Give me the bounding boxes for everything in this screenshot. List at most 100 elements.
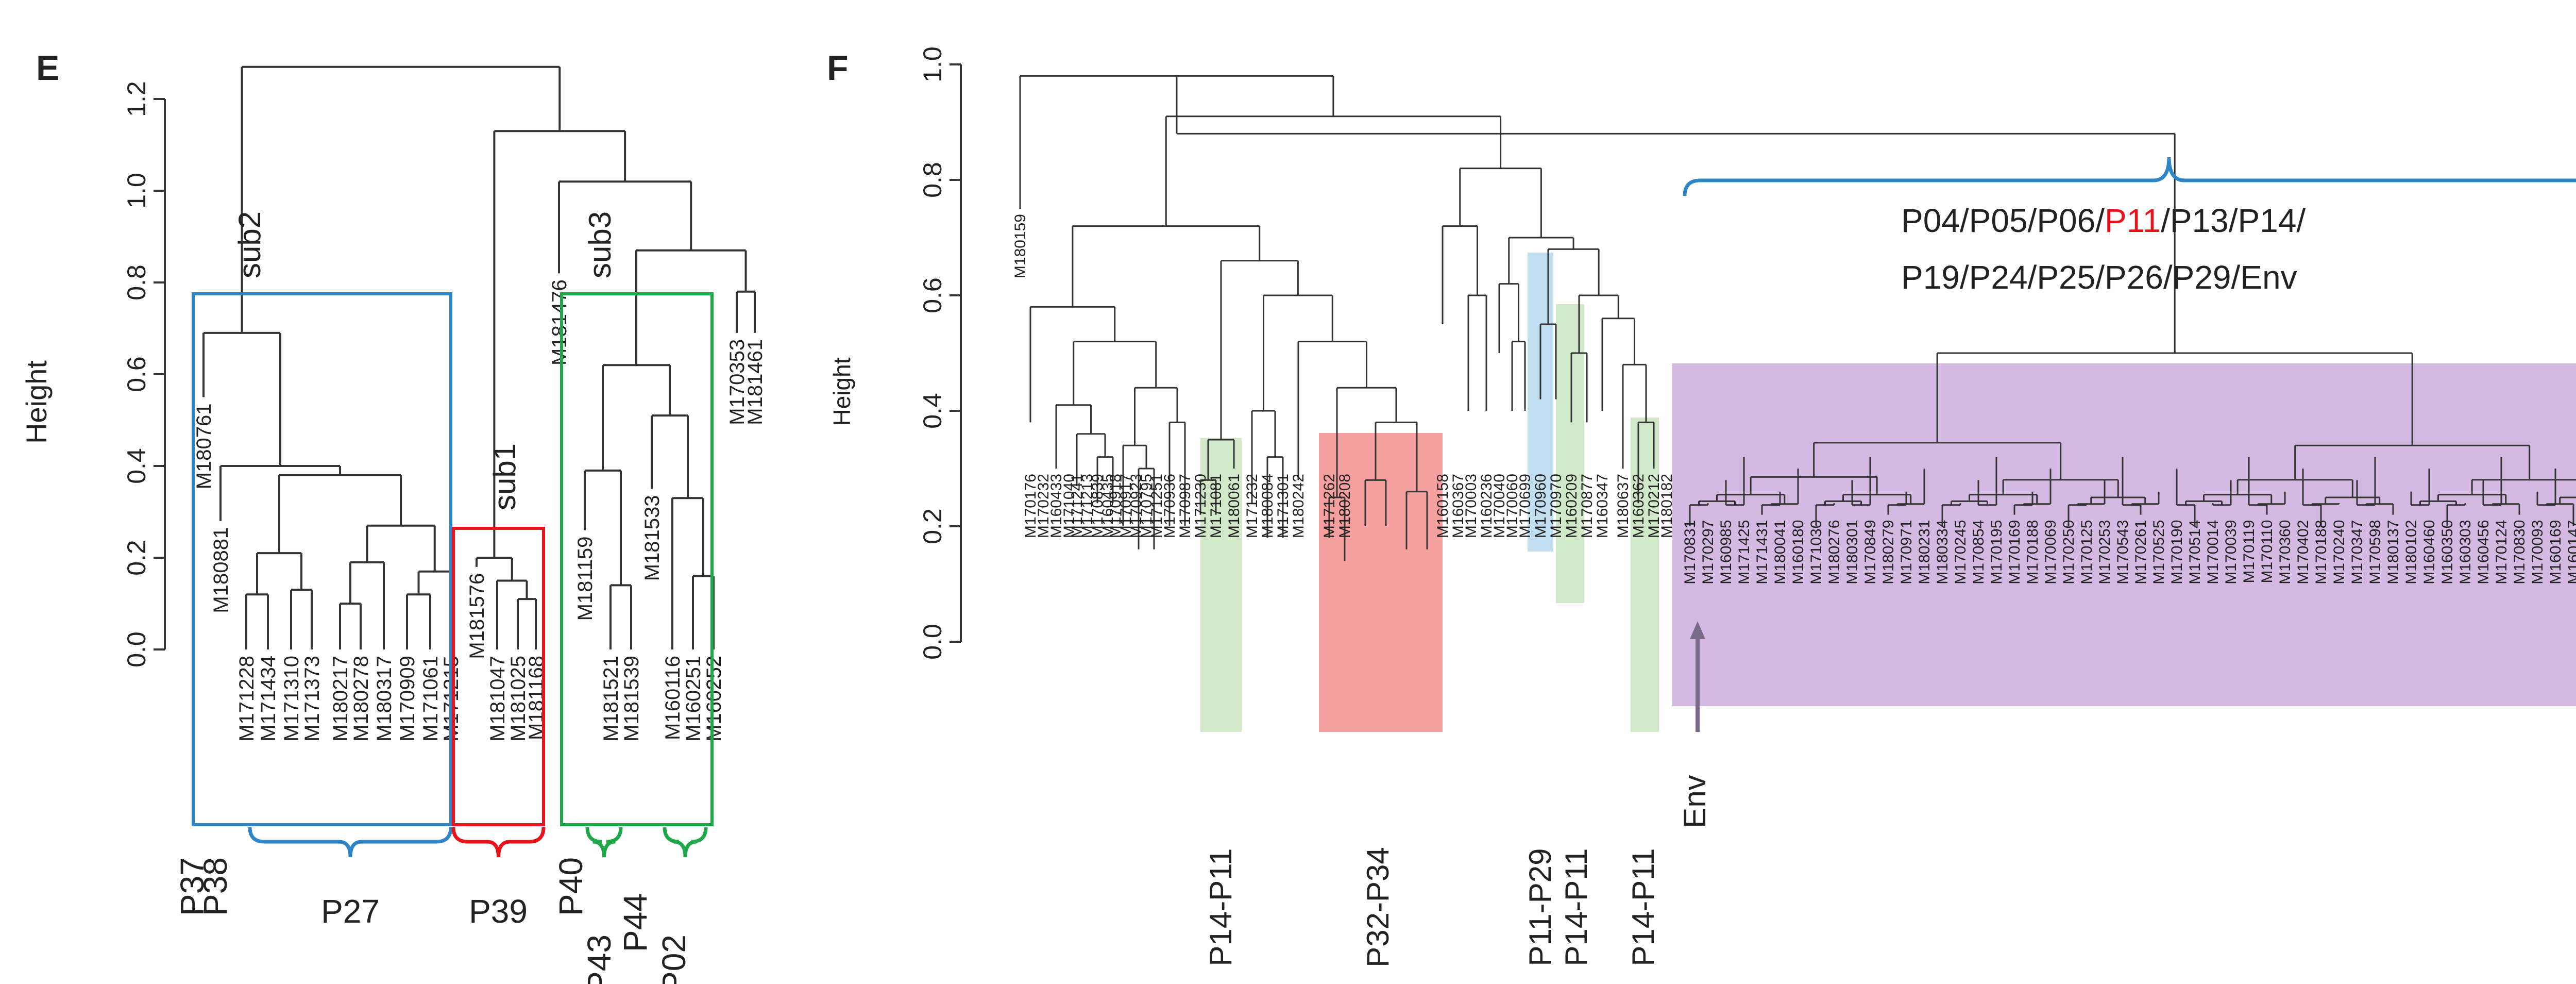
panel-f-leaf-label: M180208 <box>1336 474 1353 538</box>
panel-f-env-band <box>1672 363 2576 706</box>
panel-f-band-label-2: P11-P29 <box>1523 848 1557 966</box>
panel-e-leaf-label: M180761 <box>193 404 215 490</box>
panel-f-band-label-3: P14-P11 <box>1559 848 1594 966</box>
group-text-part-b: /P13/P14/ <box>2161 202 2306 239</box>
panel-e-subgroup-boxes: sub2 sub1 sub3 <box>192 211 714 826</box>
panel-f-env-leaf-label: M180041 <box>1772 520 1789 585</box>
panel-e-y-tick-label-6: 1.2 <box>122 81 151 117</box>
panel-f-leaf-label: M170176 <box>1022 474 1039 538</box>
panel-f-leaf-label: M170060 <box>1504 474 1521 538</box>
panel-f-env-leaf-label: M170830 <box>2511 520 2528 585</box>
panel-f-env-leaf-label: M170039 <box>2223 520 2240 585</box>
panel-f-band-label-4: P14-P11 <box>1626 848 1660 966</box>
panel-f-env-leaf-label: M160169 <box>2547 520 2564 585</box>
panel-f-leaf-label: M160435 <box>1099 474 1116 538</box>
panel-f-letter: F <box>827 48 849 88</box>
panel-e-box-label-sub1: sub1 <box>487 443 522 510</box>
panel-e-brace-p43 <box>585 827 623 858</box>
panel-f-env-label: Env <box>1677 775 1712 828</box>
panel-f-env-leaf-label: M170190 <box>2168 520 2185 585</box>
panel-e-box-sub3 <box>560 292 714 826</box>
panel-f-leaf-label: M171040 <box>1061 474 1078 538</box>
panel-e-brace-p02 <box>663 827 708 858</box>
panel-f-env-leaf-label: M170169 <box>2006 520 2023 585</box>
panel-e-leaf-label: M171061 <box>419 656 442 742</box>
panel-f-group-brace <box>1683 157 2576 196</box>
panel-f-leaf-label: M171230 <box>1192 474 1209 538</box>
panel-e-letter: E <box>36 48 59 88</box>
panel-f-highlight-bands <box>1200 253 2576 732</box>
panel-f-env-leaf-label: M170014 <box>2205 520 2222 585</box>
panel-e-bracket-label-p40: P40 <box>552 857 589 916</box>
panel-f-leaf-label: M160347 <box>1594 474 1611 538</box>
panel-e-leaf-label: M170353 <box>726 339 749 425</box>
panel-f-y-axis: 0.0 0.2 0.4 0.6 0.8 1.0 Height <box>828 46 962 660</box>
panel-f-env-leaf-label: M170195 <box>1988 520 2005 585</box>
panel-f-leaf-label: M170987 <box>1177 474 1194 538</box>
panel-e-leaf-label: M160251 <box>682 656 705 742</box>
panel-e-leaf-label: M171373 <box>301 656 324 742</box>
panel-f-env-leaf-label: M170971 <box>1898 520 1915 585</box>
panel-f-y-tick-label-0: 0.0 <box>918 624 947 660</box>
panel-e-bracket-label-p02: P02 <box>655 935 692 984</box>
panel-f-env-leaf-label: M170347 <box>2349 520 2366 585</box>
panel-e-leaf-label: M181461 <box>744 339 767 425</box>
panel-f-env-leaf-label: M170525 <box>2150 520 2167 585</box>
panel-f-env-leaf-label: M170360 <box>2277 520 2294 585</box>
panel-f-env-leaf-label: M170240 <box>2331 520 2348 585</box>
panel-e-box-label-sub3: sub3 <box>583 211 617 278</box>
panel-f-env-leaf-label: M160456 <box>2475 520 2492 585</box>
panel-f-env-leaf-label: M170831 <box>1682 520 1699 585</box>
panel-f-env-leaf-label: M170598 <box>2367 520 2384 585</box>
panel-f-env-leaf-label: M170261 <box>2132 520 2149 585</box>
group-text-highlight: P11 <box>2105 202 2161 239</box>
panel-e-bracket-label-p27: P27 <box>321 893 380 930</box>
panel-e-leaf-label: M171310 <box>280 656 303 742</box>
panel-f-env-leaf-label: M180279 <box>1880 520 1897 585</box>
panel-e-leaf-label: M160252 <box>703 656 725 742</box>
panel-f-env-arrow-head <box>1690 621 1705 639</box>
panel-f-env-leaf-label: M160180 <box>1790 520 1807 585</box>
panel-f-y-axis-title: Height <box>828 357 855 426</box>
panel-e-leaf-label: M181521 <box>600 656 622 742</box>
panel-f-env-leaf-label: M160350 <box>2439 520 2456 585</box>
panel-e-bracket-label-p38: P38 <box>197 857 234 916</box>
panel-e-y-tick-label-0: 0.0 <box>122 631 151 668</box>
panel-e-brace-p39 <box>451 827 546 858</box>
panel-f-leaf-label: M160367 <box>1450 474 1467 538</box>
panel-e-box-sub2 <box>192 292 452 826</box>
panel-f-env-leaf-label: M171030 <box>1808 520 1825 585</box>
panel-f-band-label-0: P14-P11 <box>1204 848 1238 966</box>
panel-f-leaf-labels: M180159M170176M170232M160433M171040M1712… <box>1012 214 2576 585</box>
panel-f-leaf-label: M171251 <box>1148 474 1165 538</box>
panel-e-leaf-label: M171228 <box>235 656 258 742</box>
panel-e-tree <box>202 65 756 649</box>
panel-f-band-4 <box>1631 418 1659 732</box>
panel-f-leaf-label: M170918 <box>1107 474 1124 538</box>
panel-f-env-leaf-label: M170110 <box>2259 520 2276 583</box>
panel-e-bracket-label-p39: P39 <box>469 893 528 930</box>
panel-f-group-annotation: P04/P05/P06/P11/P13/P14/ P19/P24/P25/P26… <box>1683 157 2576 296</box>
panel-f-leaf-label: M170970 <box>1548 474 1565 538</box>
panel-f-env-leaf-label: M170069 <box>2042 520 2059 585</box>
panel-f-env-leaf-label: M170253 <box>2096 520 2113 585</box>
panel-e-leaf-label: M181047 <box>486 656 509 742</box>
panel-e-bracket-label-p43: P43 <box>581 935 618 984</box>
panel-f-env-leaf-label: M170543 <box>2114 520 2131 585</box>
panel-e-y-axis: 0.0 0.2 0.4 0.6 0.8 1.0 1.2 Height <box>20 81 166 668</box>
panel-e-y-tick-label-3: 0.6 <box>122 356 151 392</box>
panel-f-leaf-label: M170699 <box>1517 474 1534 538</box>
panel-f-env-leaf-label: M170119 <box>2241 520 2258 583</box>
panel-f-y-tick-label-3: 0.6 <box>918 277 947 313</box>
panel-e-leaf-label: M180881 <box>210 527 232 613</box>
panel-f-band-3 <box>1556 304 1584 603</box>
panel-e-leaf-label: M170909 <box>396 656 419 742</box>
panel-f-band-0 <box>1200 438 1242 732</box>
panel-e-brace-p27 <box>248 827 453 858</box>
panel-f-leaf-label: M160158 <box>1434 474 1451 538</box>
panel-f-env-leaf-label: M170188 <box>2313 520 2330 585</box>
panel-f-y-tick-label-2: 0.4 <box>918 393 947 429</box>
panel-f-leaf-label: M170923 <box>1128 474 1145 538</box>
panel-f-leaf-label: M160433 <box>1048 474 1065 538</box>
